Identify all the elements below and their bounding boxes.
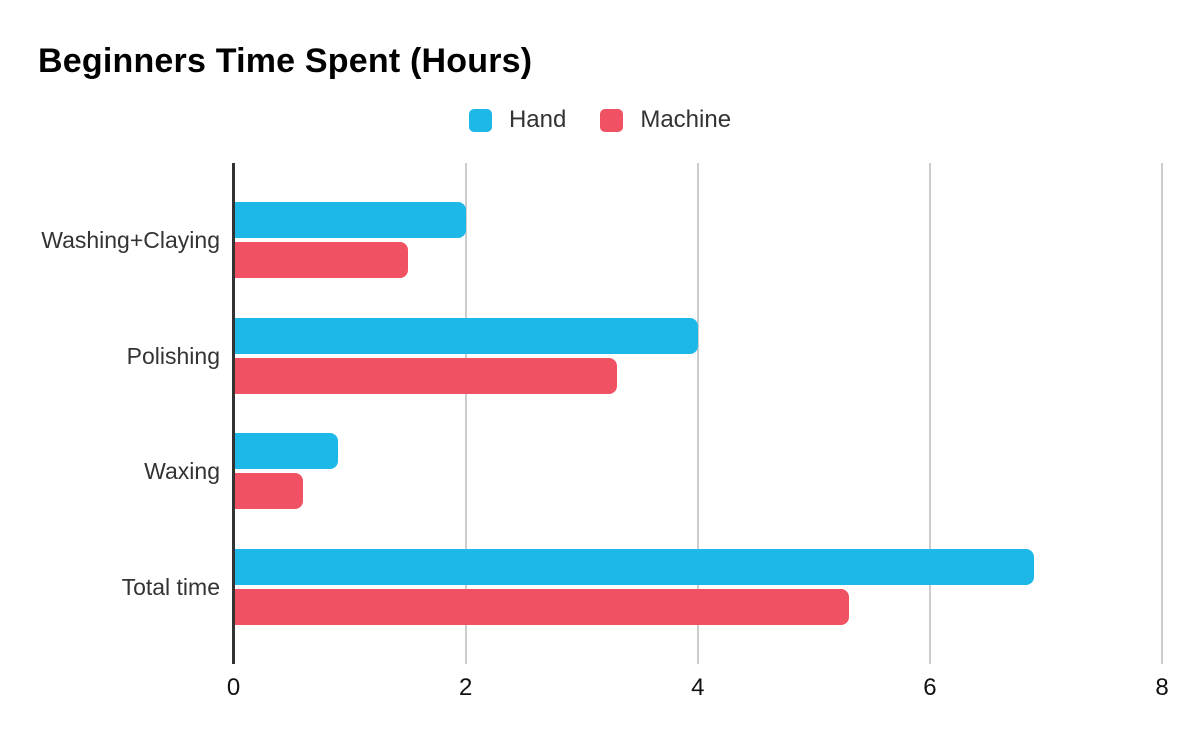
- legend-label-hand: Hand: [508, 106, 567, 133]
- gridline-x-2: [464, 163, 467, 664]
- legend: Hand Machine: [0, 108, 1200, 132]
- bar-hand-washing-claying: [234, 202, 466, 238]
- category-label-total-time: Total time: [121, 573, 220, 600]
- legend-swatch-machine: [600, 108, 624, 132]
- x-tick-label-0: 0: [226, 674, 241, 701]
- bar-machine-polishing: [234, 357, 617, 394]
- bar-hand-total-time: [234, 548, 1035, 585]
- y-axis-baseline: [232, 163, 235, 664]
- x-tick-label-2: 2: [458, 674, 473, 701]
- legend-swatch-hand: [468, 108, 492, 132]
- category-label-washing-claying: Washing+Claying: [41, 227, 220, 253]
- x-tick-label-6: 6: [923, 674, 937, 701]
- gridline-x-8: [1161, 163, 1163, 664]
- category-label-waxing: Waxing: [144, 458, 220, 484]
- legend-label-machine: Machine: [640, 106, 732, 133]
- legend-item-machine: Machine: [600, 108, 731, 132]
- bar-machine-washing-claying: [234, 242, 408, 278]
- category-label-polishing: Polishing: [126, 342, 220, 369]
- bar-machine-waxing: [234, 473, 304, 509]
- chart-title: Beginners Time Spent (Hours): [38, 42, 533, 80]
- legend-item-hand: Hand: [468, 106, 567, 133]
- bar-hand-waxing: [234, 433, 338, 469]
- gridline-x-4: [696, 163, 699, 664]
- x-tick-label-8: 8: [1155, 674, 1169, 701]
- gridline-x-6: [928, 163, 931, 664]
- bar-machine-total-time: [234, 588, 849, 625]
- bar-hand-polishing: [234, 317, 698, 354]
- x-tick-label-4: 4: [691, 674, 705, 701]
